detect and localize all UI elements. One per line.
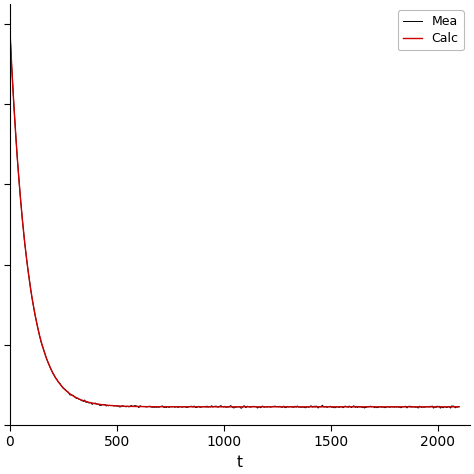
Calc [412,404,418,410]
Mea [368,403,374,409]
Calc [265,404,271,410]
Legend: Mea, Calc: Mea, Calc [398,10,464,50]
Line: Mea: Mea [10,30,459,408]
Mea [86,400,91,406]
Calc [419,404,424,410]
Line: Calc: Calc [10,31,459,407]
Mea [265,404,271,410]
Mea [412,404,418,410]
Mea [86,400,92,406]
X-axis label: t: t [237,455,243,470]
Calc [7,28,13,34]
Mea [238,405,244,411]
Mea [7,27,13,33]
Calc [86,400,91,405]
Mea [456,404,462,410]
Calc [456,404,462,410]
Mea [419,405,424,410]
Calc [367,404,373,410]
Calc [86,400,92,405]
